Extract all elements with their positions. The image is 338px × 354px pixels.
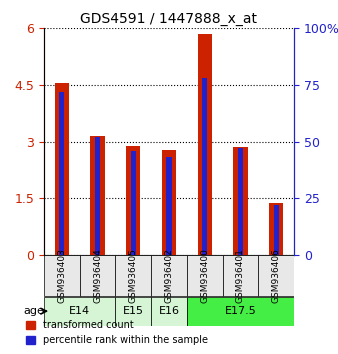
Text: GSM936402: GSM936402: [165, 248, 173, 303]
FancyBboxPatch shape: [223, 255, 258, 296]
FancyBboxPatch shape: [187, 255, 223, 296]
Bar: [131, 151, 136, 255]
Bar: [162, 150, 176, 255]
Text: GSM936403: GSM936403: [57, 248, 66, 303]
FancyBboxPatch shape: [115, 297, 151, 326]
Text: GSM936404: GSM936404: [93, 248, 102, 303]
Bar: [238, 148, 243, 255]
Title: GDS4591 / 1447888_x_at: GDS4591 / 1447888_x_at: [80, 12, 258, 26]
FancyBboxPatch shape: [115, 255, 151, 296]
Text: age: age: [23, 306, 44, 316]
Bar: [167, 158, 171, 255]
FancyBboxPatch shape: [151, 255, 187, 296]
Text: GSM936406: GSM936406: [272, 248, 281, 303]
Bar: [269, 203, 283, 255]
FancyBboxPatch shape: [44, 297, 115, 326]
Bar: [95, 137, 100, 255]
Bar: [274, 205, 279, 255]
Bar: [198, 34, 212, 255]
FancyBboxPatch shape: [44, 255, 80, 296]
Text: E17.5: E17.5: [224, 306, 256, 316]
Bar: [90, 136, 105, 255]
Bar: [59, 92, 64, 255]
FancyBboxPatch shape: [151, 297, 187, 326]
Legend: transformed count, percentile rank within the sample: transformed count, percentile rank withi…: [22, 316, 212, 349]
Text: E14: E14: [69, 306, 90, 316]
Bar: [202, 78, 207, 255]
Bar: [126, 146, 140, 255]
FancyBboxPatch shape: [187, 297, 294, 326]
FancyBboxPatch shape: [80, 255, 115, 296]
Text: GSM936401: GSM936401: [236, 248, 245, 303]
FancyBboxPatch shape: [258, 255, 294, 296]
Bar: [55, 83, 69, 255]
Text: GSM936405: GSM936405: [129, 248, 138, 303]
Text: E15: E15: [123, 306, 144, 316]
Text: E16: E16: [159, 306, 179, 316]
Bar: [233, 147, 248, 255]
Text: GSM936400: GSM936400: [200, 248, 209, 303]
